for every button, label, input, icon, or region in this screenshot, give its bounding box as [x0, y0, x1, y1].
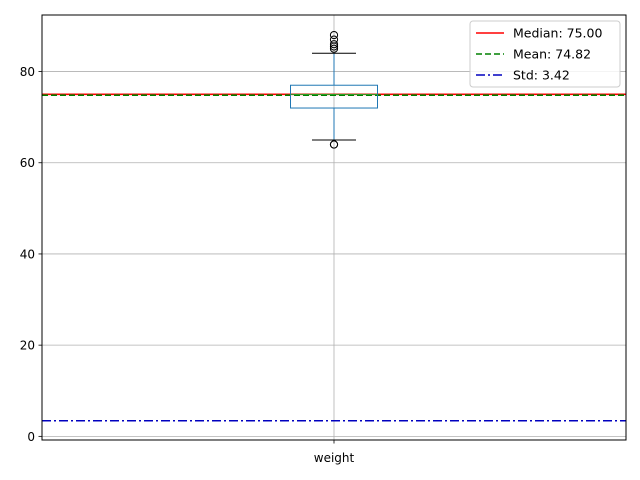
x-axis: weight	[314, 440, 355, 465]
boxplot	[290, 30, 378, 149]
y-tick-label: 40	[20, 247, 35, 261]
box-iqr	[290, 84, 378, 109]
outlier-point	[329, 44, 339, 53]
x-tick-label: weight	[314, 451, 355, 465]
outlier-point	[329, 40, 339, 49]
y-axis: 0 20 40 60 80	[20, 65, 42, 444]
legend-label: Std: 3.42	[513, 68, 570, 83]
outlier-point	[329, 35, 339, 44]
y-tick-label: 60	[20, 156, 35, 170]
legend-box	[469, 20, 621, 88]
legend-label: Median: 75.00	[513, 26, 602, 41]
grid	[42, 15, 626, 440]
outlier-point	[329, 30, 339, 40]
legend-label: Mean: 74.82	[513, 47, 591, 62]
y-tick-label: 80	[20, 65, 35, 79]
y-tick-label: 0	[27, 430, 35, 444]
y-tick-label: 20	[20, 339, 35, 353]
outlier-point	[329, 140, 339, 149]
legend: Median: 75.00 Mean: 74.82 Std: 3.42	[469, 20, 621, 88]
